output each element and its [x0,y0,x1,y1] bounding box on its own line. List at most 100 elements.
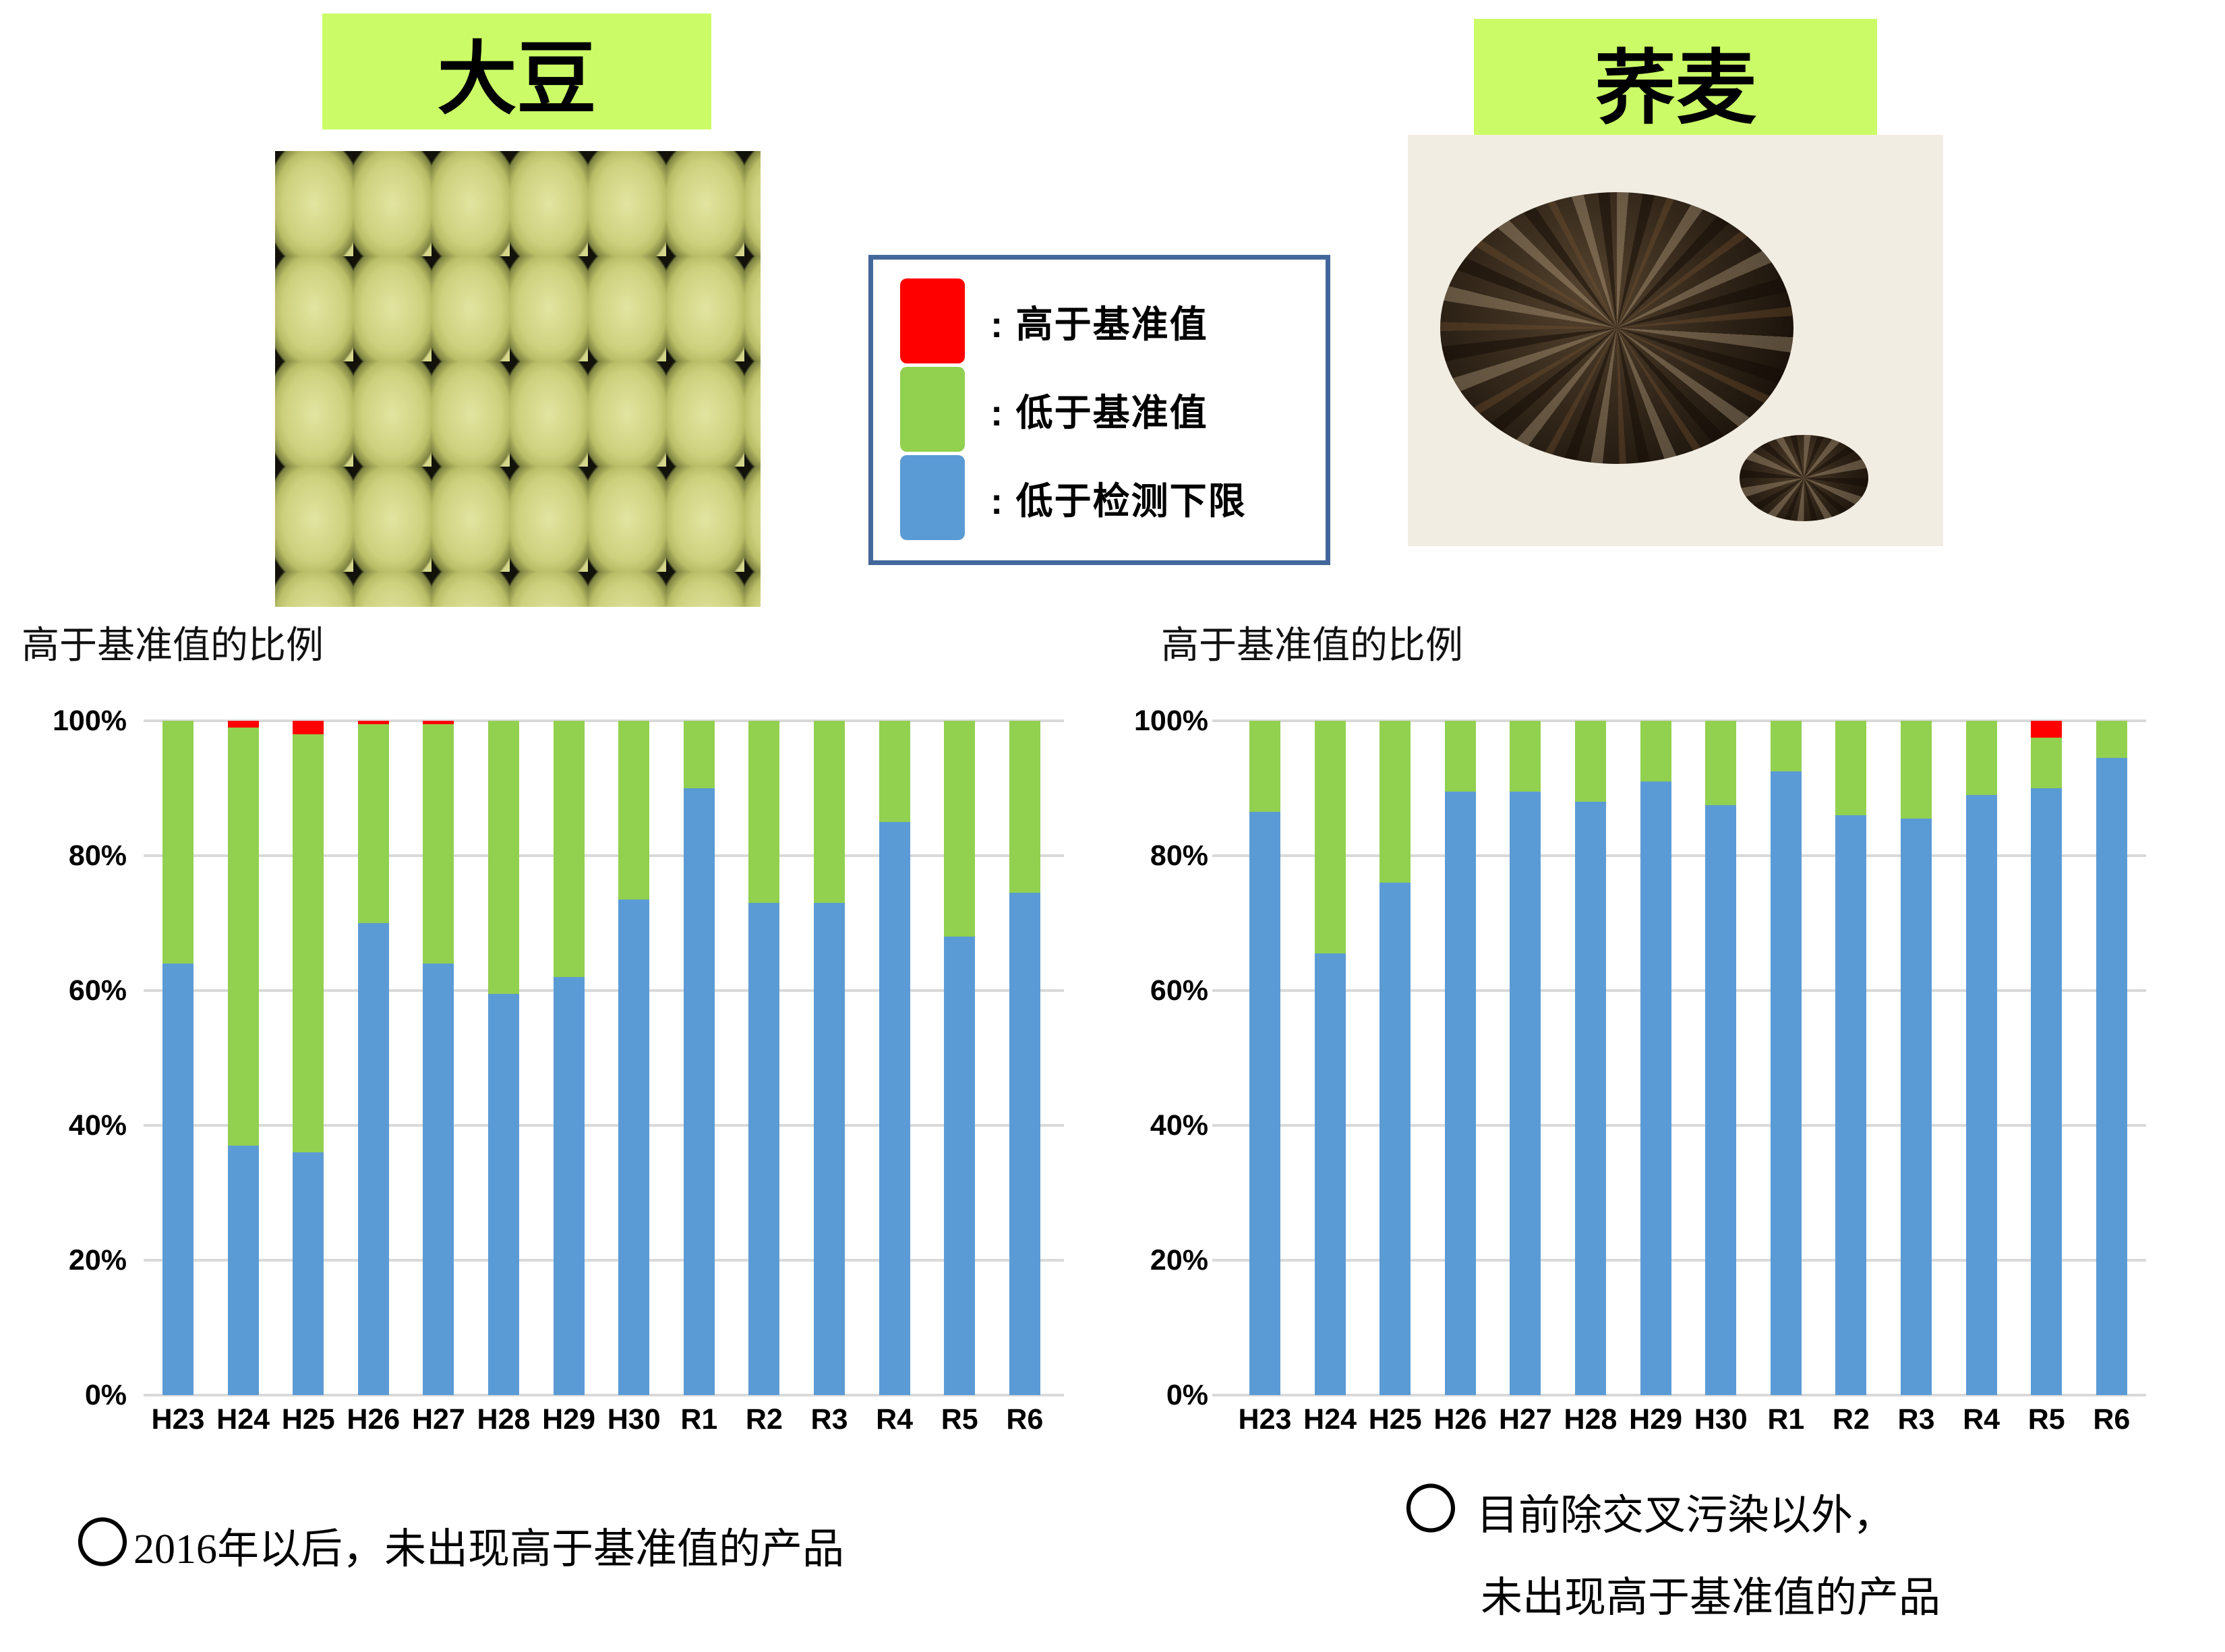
x-axis-tick-荞麦-R3: R3 [1897,1403,1935,1436]
bar-segment-H25-低于检测下限 [293,1152,324,1395]
soybean-note-text: 2016年以后，未出现高于基准值的产品 [134,1527,845,1572]
bar-segment-H30-低于基准值 [618,721,650,899]
bar-大豆-H23 [162,721,194,1395]
bar-大豆-H26 [357,721,389,1395]
bar-荞麦-H24 [1314,721,1346,1395]
x-axis-tick-大豆-R3: R3 [810,1403,848,1436]
y-axis-tick-0%: 0% [1166,1379,1208,1411]
bar-segment-H30-低于检测下限 [1705,805,1737,1395]
bar-大豆-H25 [293,721,324,1395]
bar-segment-H29-低于检测下限 [1640,781,1671,1395]
y-axis-tick-0%: 0% [84,1379,127,1411]
bar-segment-R1-低于检测下限 [1770,771,1802,1395]
bar-segment-H27-高于基准值 [423,721,454,724]
bar-segment-R5-低于检测下限 [944,937,976,1395]
gridline-60 [144,989,1064,992]
gridline-100 [1212,719,2146,722]
bar-segment-H24-低于检测下限 [1314,953,1346,1395]
x-axis-tick-大豆-H25: H25 [281,1403,335,1436]
circle-bullet-icon: 〇 [1404,1481,1458,1541]
bar-segment-H23-低于基准值 [1249,721,1280,812]
bar-segment-H28-低于检测下限 [1575,802,1606,1395]
bar-大豆-R2 [748,721,780,1395]
buckwheat-photo [1408,135,1943,546]
bar-segment-R5-高于基准值 [2031,721,2063,738]
bar-segment-H25-高于基准值 [293,721,324,734]
bar-segment-R2-低于基准值 [1835,721,1867,815]
bar-segment-H26-低于检测下限 [357,923,389,1395]
gridline-60 [1212,989,2146,992]
bar-荞麦-R2 [1835,721,1867,1395]
bar-segment-H28-低于基准值 [1575,721,1606,802]
bar-segment-H30-低于基准值 [1705,721,1737,805]
x-axis-tick-荞麦-H23: H23 [1238,1403,1292,1436]
legend-item-below-detection: : 低于检测下限 [900,455,1305,540]
bar-segment-R2-低于基准值 [748,721,780,903]
bar-segment-R3-低于检测下限 [814,903,845,1395]
x-axis-tick-荞麦-H27: H27 [1498,1403,1552,1436]
x-axis-tick-大豆-H26: H26 [347,1403,400,1436]
bar-荞麦-R1 [1770,721,1802,1395]
x-axis-tick-大豆-H24: H24 [216,1403,270,1436]
legend-label: : 低于检测下限 [990,480,1247,522]
buckwheat-title-label: 荞麦 [1474,19,1877,143]
y-axis-tick-100%: 100% [1134,705,1208,737]
legend-item-below-standard: : 低于基准值 [900,367,1305,452]
bar-segment-H27-低于检测下限 [423,964,454,1395]
buckwheat-note-line1: 〇 目前除交叉污染以外， [1404,1481,1895,1541]
legend: : 高于基准值 : 低于基准值 : 低于检测下限 [868,255,1330,565]
x-axis-tick-大豆-H28: H28 [477,1403,531,1436]
bar-segment-R4-低于检测下限 [879,822,910,1395]
bar-segment-R5-低于基准值 [2031,738,2063,788]
buckwheat-note-text-line2: 未出现高于基准值的产品 [1481,1575,1941,1621]
x-axis-tick-大豆-H27: H27 [411,1403,465,1436]
bar-大豆-H27 [423,721,454,1395]
y-axis-tick-40%: 40% [68,1109,127,1142]
bar-大豆-H29 [553,721,585,1395]
bar-大豆-R5 [944,721,976,1395]
x-axis-tick-大豆-R4: R4 [876,1403,914,1436]
buckwheat-note-text-line1: 目前除交叉污染以外， [1477,1493,1895,1539]
gridline-20 [1212,1259,2146,1262]
bar-segment-R3-低于检测下限 [1901,819,1932,1395]
bar-segment-R1-低于基准值 [683,721,715,788]
bar-segment-R4-低于检测下限 [1965,795,1997,1395]
y-axis-tick-60%: 60% [1150,974,1208,1007]
bar-segment-H29-低于基准值 [553,721,585,977]
bar-segment-H23-低于基准值 [162,721,194,964]
bar-segment-H27-低于检测下限 [1510,792,1541,1395]
bar-荞麦-H26 [1444,721,1476,1395]
y-axis-tick-20%: 20% [68,1244,127,1276]
bar-大豆-R1 [683,721,715,1395]
x-axis-tick-荞麦-R6: R6 [2093,1403,2131,1436]
x-axis-tick-大豆-R6: R6 [1006,1403,1044,1436]
buckwheat-pile-small [1740,435,1868,522]
gridline-20 [144,1259,1064,1262]
soybean-note: 〇 2016年以后，未出现高于基准值的产品 [76,1514,844,1575]
x-axis-tick-荞麦-H25: H25 [1368,1403,1422,1436]
bar-荞麦-R3 [1901,721,1932,1395]
bar-荞麦-H23 [1249,721,1280,1395]
bar-segment-H25-低于基准值 [293,734,324,1152]
bar-荞麦-R6 [2096,721,2127,1395]
bar-segment-H26-低于基准值 [1444,721,1476,792]
bar-segment-H25-低于检测下限 [1380,883,1411,1395]
bar-segment-R3-低于基准值 [1901,721,1932,819]
bar-荞麦-H25 [1380,721,1411,1395]
bar-segment-H27-低于基准值 [1510,721,1541,792]
bar-segment-R3-低于基准值 [814,721,845,903]
x-axis-tick-荞麦-H30: H30 [1694,1403,1748,1436]
y-axis-tick-100%: 100% [53,705,127,737]
soybean-title-label: 大豆 [322,13,711,129]
bar-segment-H27-低于基准值 [423,724,454,964]
buckwheat-pile-large [1440,192,1793,464]
y-axis-tick-20%: 20% [1150,1244,1208,1276]
soybean-chart-plot-area [144,719,1064,1396]
bar-segment-R4-低于基准值 [1965,721,1997,795]
x-axis-tick-大豆-R1: R1 [680,1403,718,1436]
legend-label: : 高于基准值 [990,303,1208,345]
buckwheat-chart-plot-area [1212,719,2146,1396]
bar-segment-H23-低于检测下限 [162,964,194,1395]
red-swatch-icon [900,278,965,363]
